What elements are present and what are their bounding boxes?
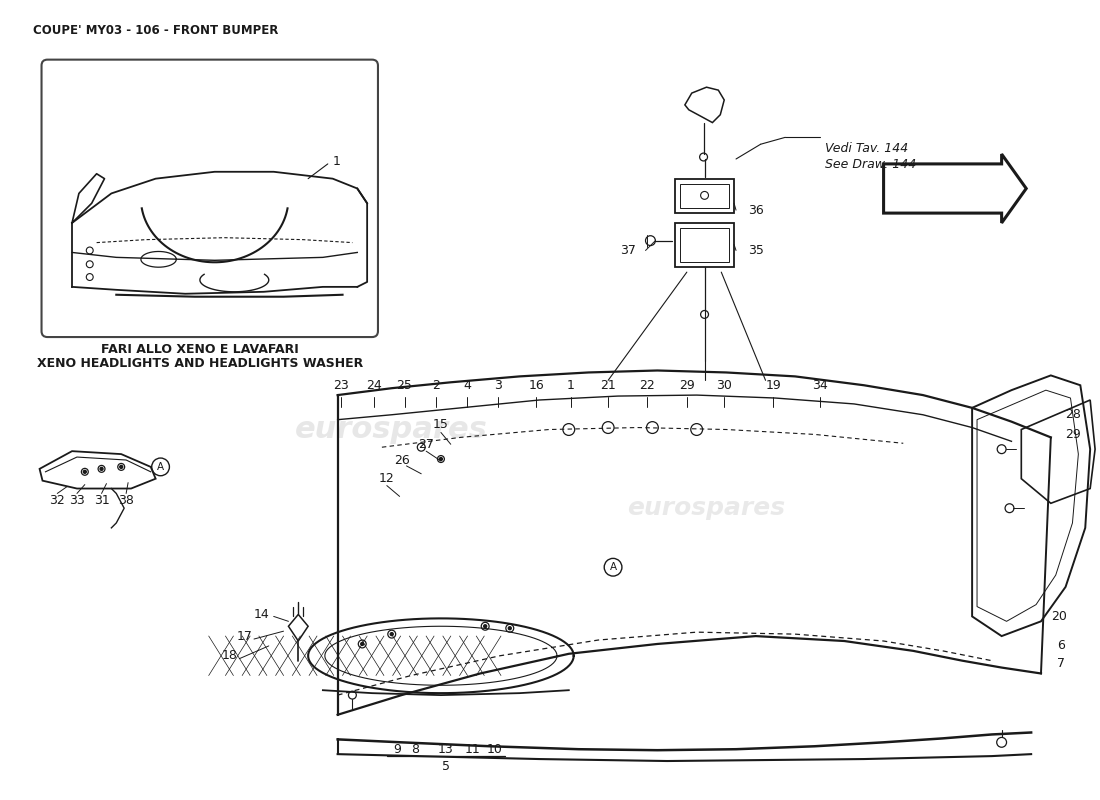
Text: 15: 15 (433, 418, 449, 431)
Circle shape (390, 633, 393, 635)
Circle shape (361, 642, 364, 646)
Text: 32: 32 (50, 494, 65, 507)
Text: 3: 3 (494, 378, 502, 392)
FancyBboxPatch shape (42, 60, 378, 337)
Text: See Draw. 144: See Draw. 144 (825, 158, 916, 171)
Text: 9: 9 (394, 742, 402, 756)
Text: 1: 1 (332, 155, 341, 169)
Text: 16: 16 (528, 378, 544, 392)
Text: 27: 27 (418, 438, 434, 450)
Text: 14: 14 (254, 608, 270, 621)
Text: 28: 28 (1066, 408, 1081, 422)
Text: 4: 4 (463, 378, 472, 392)
Text: 5: 5 (442, 761, 450, 774)
Text: 37: 37 (619, 244, 636, 257)
Text: 29: 29 (679, 378, 695, 392)
Circle shape (484, 625, 486, 628)
Text: 33: 33 (69, 494, 85, 507)
Text: 22: 22 (639, 378, 656, 392)
Text: 21: 21 (601, 378, 616, 392)
Text: 30: 30 (716, 378, 733, 392)
Text: 29: 29 (1066, 428, 1081, 441)
Polygon shape (883, 154, 1026, 223)
Text: 26: 26 (394, 454, 409, 467)
Circle shape (508, 626, 512, 630)
Text: eurospares: eurospares (627, 496, 785, 520)
Text: XENO HEADLIGHTS AND HEADLIGHTS WASHER: XENO HEADLIGHTS AND HEADLIGHTS WASHER (36, 357, 363, 370)
Text: 17: 17 (236, 630, 252, 642)
Text: 7: 7 (1057, 657, 1065, 670)
Text: 34: 34 (812, 378, 827, 392)
Text: 8: 8 (411, 742, 419, 756)
Text: 10: 10 (487, 742, 503, 756)
Circle shape (439, 458, 442, 461)
Text: 1: 1 (566, 378, 574, 392)
Text: FARI ALLO XENO E LAVAFARI: FARI ALLO XENO E LAVAFARI (101, 343, 299, 356)
Text: A: A (609, 562, 617, 572)
Text: 35: 35 (748, 244, 763, 257)
Text: 25: 25 (397, 378, 412, 392)
Text: eurospares: eurospares (296, 415, 488, 444)
Circle shape (120, 466, 123, 468)
Circle shape (84, 470, 86, 474)
Circle shape (100, 467, 103, 470)
Text: 20: 20 (1050, 610, 1067, 623)
Text: 36: 36 (748, 204, 763, 217)
Text: 6: 6 (1057, 639, 1065, 653)
Text: 31: 31 (94, 494, 109, 507)
Text: COUPE' MY03 - 106 - FRONT BUMPER: COUPE' MY03 - 106 - FRONT BUMPER (33, 24, 278, 38)
Text: 24: 24 (366, 378, 382, 392)
Text: 18: 18 (221, 650, 238, 662)
Text: A: A (157, 462, 164, 472)
Text: 11: 11 (464, 742, 481, 756)
Text: Vedi Tav. 144: Vedi Tav. 144 (825, 142, 908, 155)
Text: 13: 13 (438, 742, 453, 756)
Text: 2: 2 (432, 378, 440, 392)
Text: 38: 38 (118, 494, 134, 507)
Text: 23: 23 (332, 378, 349, 392)
Text: 12: 12 (378, 472, 395, 485)
Text: 19: 19 (766, 378, 781, 392)
